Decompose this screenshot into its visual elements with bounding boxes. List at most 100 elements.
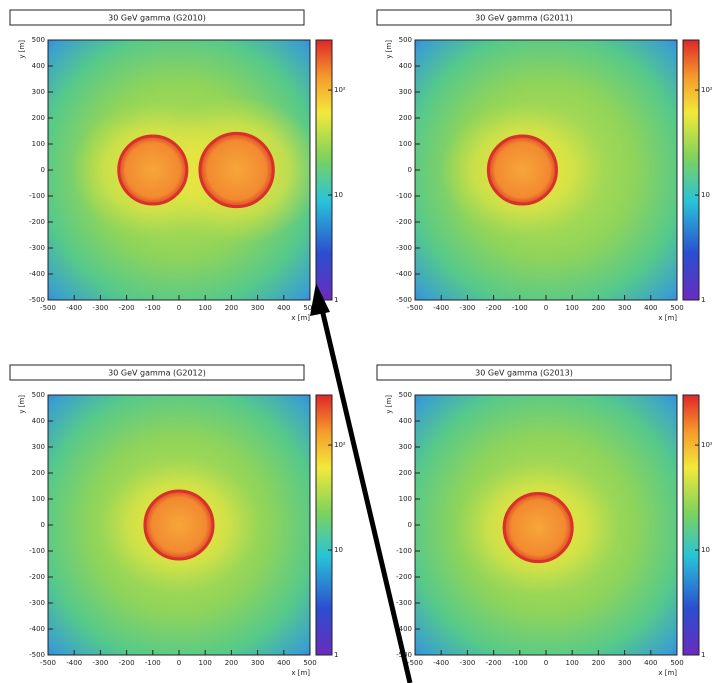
y-tick-label: -300 [396, 599, 412, 607]
x-tick-label: -300 [459, 659, 475, 667]
x-tick-label: 0 [544, 659, 548, 667]
x-tick-label: 400 [644, 659, 657, 667]
y-tick-label: 0 [41, 166, 45, 174]
ring [143, 489, 215, 561]
x-tick-label: 0 [544, 304, 548, 312]
panel: 30 GeV gamma (G2010) -500 -400 -300 -200 -100… [9, 9, 346, 322]
x-tick-label: -300 [92, 659, 108, 667]
y-tick-label: -100 [396, 192, 412, 200]
x-tick-label: -400 [66, 659, 82, 667]
y-tick-label: 300 [32, 443, 45, 451]
x-tick-label: 500 [670, 304, 683, 312]
x-tick-label: -200 [486, 659, 502, 667]
x-tick-label: 100 [199, 304, 212, 312]
y-tick-label: -400 [29, 270, 45, 278]
y-tick-label: 200 [399, 114, 412, 122]
arrow-head [310, 283, 330, 316]
x-tick-label: 100 [566, 304, 579, 312]
plot-body [97, 456, 261, 594]
x-tick-label: -400 [433, 304, 449, 312]
colorbar-tick-label: 1 [701, 651, 705, 659]
plot-body [456, 459, 620, 596]
y-tick-label: -200 [396, 218, 412, 226]
ring [502, 492, 574, 564]
x-tick-label: 300 [618, 659, 631, 667]
x-tick-label: 200 [225, 659, 238, 667]
y-tick-label: -200 [29, 573, 45, 581]
y-tick-label: 500 [399, 36, 412, 44]
x-tick-label: 300 [251, 659, 264, 667]
y-tick-label: 400 [32, 62, 45, 70]
plot-body [440, 101, 605, 239]
x-tick-label: 400 [277, 659, 290, 667]
colorbar-tick-label: 10² [334, 441, 346, 449]
y-tick-label: -200 [29, 218, 45, 226]
ring [117, 134, 189, 206]
y-tick-label: -100 [29, 547, 45, 555]
y-tick-label: 500 [399, 391, 412, 399]
y-tick-label: 500 [32, 391, 45, 399]
x-tick-label: 400 [277, 304, 290, 312]
y-tick-label: 400 [32, 417, 45, 425]
x-tick-label: -500 [407, 304, 423, 312]
panel-title: 30 GeV gamma (G2011) [475, 14, 573, 23]
colorbar-tick-label: 1 [334, 651, 338, 659]
y-axis-label: y [m] [18, 40, 26, 59]
y-tick-label: 0 [41, 521, 45, 529]
x-tick-label: 200 [592, 659, 605, 667]
plot-body [71, 96, 310, 244]
colorbar [682, 39, 700, 301]
x-tick-label: 200 [225, 304, 238, 312]
y-tick-label: 0 [408, 166, 412, 174]
x-tick-label: -100 [512, 659, 528, 667]
y-tick-label: 100 [399, 495, 412, 503]
y-tick-label: -500 [29, 296, 45, 304]
x-tick-label: 500 [670, 659, 683, 667]
y-tick-label: 200 [32, 114, 45, 122]
x-tick-label: 0 [177, 304, 181, 312]
colorbar-tick-label: 10 [701, 191, 710, 199]
colorbar [682, 394, 700, 656]
y-tick-label: 300 [399, 88, 412, 96]
x-tick-label: -200 [119, 304, 135, 312]
y-tick-label: 200 [32, 469, 45, 477]
y-tick-label: -300 [29, 599, 45, 607]
x-tick-label: -500 [40, 659, 56, 667]
y-tick-label: 400 [399, 62, 412, 70]
ring [198, 131, 275, 209]
panel: 30 GeV gamma (G2012) -500 -400 -300 -200 -100… [9, 364, 346, 677]
y-tick-label: -300 [396, 244, 412, 252]
x-tick-label: 500 [303, 659, 316, 667]
colorbar-tick-label: 10² [334, 86, 346, 94]
y-tick-label: -500 [29, 651, 45, 659]
title-box [376, 364, 672, 381]
title-box [9, 364, 305, 381]
y-tick-label: 500 [32, 36, 45, 44]
x-tick-label: -100 [145, 659, 161, 667]
x-tick-label: -500 [407, 659, 423, 667]
arrow-shaft [318, 304, 413, 683]
title-box [376, 9, 672, 26]
x-tick-label: -200 [486, 304, 502, 312]
y-axis-label: y [m] [18, 395, 26, 414]
x-axis-label: x [m] [658, 314, 677, 322]
y-tick-label: 100 [32, 140, 45, 148]
panel: 30 GeV gamma (G2013) -500 -400 -300 -200 -100… [376, 364, 712, 677]
x-tick-label: 100 [199, 659, 212, 667]
y-tick-label: -100 [29, 192, 45, 200]
colorbar-tick-label: 1 [701, 296, 705, 304]
x-tick-label: 500 [303, 304, 316, 312]
x-tick-label: 100 [566, 659, 579, 667]
x-tick-label: -300 [92, 304, 108, 312]
y-tick-label: -100 [396, 547, 412, 555]
y-tick-label: 100 [32, 495, 45, 503]
y-tick-label: -200 [396, 573, 412, 581]
x-axis-label: x [m] [291, 669, 310, 677]
x-tick-label: 300 [251, 304, 264, 312]
colorbar [315, 39, 333, 301]
y-tick-label: -400 [396, 270, 412, 278]
panel-title: 30 GeV gamma (G2010) [108, 14, 206, 23]
x-tick-label: 200 [592, 304, 605, 312]
colorbar-tick-label: 10 [334, 546, 343, 554]
